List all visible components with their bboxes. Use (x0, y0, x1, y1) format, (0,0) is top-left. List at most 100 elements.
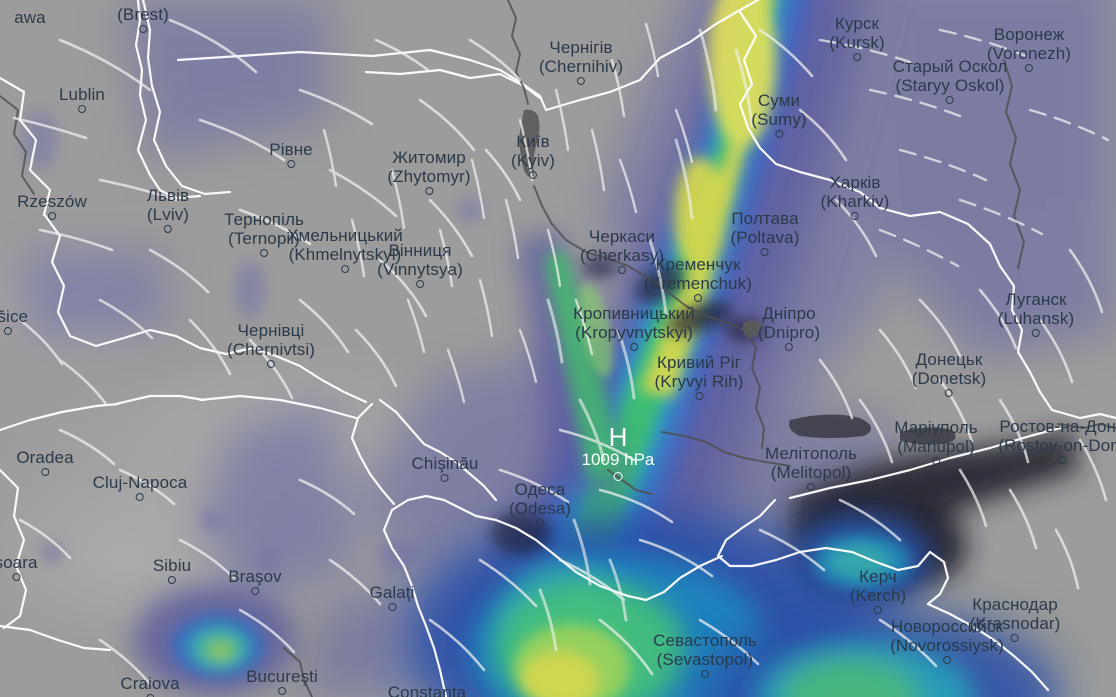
city-name-latin: (Voronezh) (986, 44, 1072, 63)
city-marker-dot-icon (874, 606, 882, 614)
city-marker-dot-icon (807, 483, 815, 491)
city-label[interactable]: Львів (Lviv) (147, 186, 189, 233)
city-label[interactable]: Кривий Ріг (Kryvyi Rih) (654, 353, 743, 400)
city-label[interactable]: Краснодар (Krasnodar) (970, 595, 1061, 642)
city-label[interactable]: Braşov (228, 567, 282, 595)
city-label[interactable]: Мелітополь (Melitopol) (765, 444, 857, 491)
city-marker-dot-icon (47, 212, 56, 220)
city-name-latin: (Chernihiv) (538, 57, 624, 76)
city-label[interactable]: awa (14, 8, 46, 27)
city-label[interactable]: Рівне (269, 140, 313, 168)
city-label[interactable]: Донецьк (Donetsk) (912, 350, 987, 397)
city-label[interactable]: Новороссийск (Novorossiysk) (890, 617, 1004, 664)
city-label[interactable]: Lublin (59, 85, 105, 113)
city-label[interactable]: Chişinău (412, 454, 479, 482)
city-name-latin: (Sumy) (751, 110, 807, 129)
city-marker-dot-icon (943, 656, 951, 664)
city-label[interactable]: Galaţi (369, 583, 414, 611)
city-name-latin: (Kremenchuk) (644, 274, 752, 293)
city-marker-dot-icon (415, 280, 424, 288)
city-label[interactable]: Харків (Kharkiv) (821, 173, 890, 220)
city-name-local: Oradea (16, 448, 74, 467)
city-label[interactable]: Oradea (16, 448, 74, 476)
city-marker-dot-icon (250, 587, 259, 595)
pressure-center-dot-icon (613, 472, 623, 481)
city-label[interactable]: ošice (0, 307, 28, 335)
city-name-local: Чернівці (237, 321, 305, 340)
city-label[interactable]: Суми (Sumy) (751, 91, 807, 138)
city-marker-dot-icon (41, 468, 49, 476)
city-marker-dot-icon (945, 389, 953, 397)
city-label[interactable]: Маріуполь (Mariupol) (894, 418, 978, 465)
city-label[interactable]: Хмельницький (Khmelnytskyi) (287, 226, 403, 273)
city-name-local: Донецьк (915, 350, 983, 369)
city-label[interactable]: Craiova (120, 674, 180, 697)
city-label[interactable]: Кропивницький (Kropyvnytskyi) (573, 304, 695, 351)
city-label[interactable]: Курск (Kursk) (829, 14, 885, 61)
city-name-local: Полтава (731, 209, 799, 228)
city-label[interactable]: Київ (Kyiv) (511, 132, 555, 179)
city-name-local: Хмельницький (287, 226, 403, 245)
city-name-local: Черкаси (588, 227, 656, 246)
city-name-latin: (Khmelnytskyi) (288, 245, 402, 264)
city-name-local: Bucureşti (246, 667, 318, 686)
city-name-local: Чернігів (549, 38, 613, 57)
city-name-latin: (Ternopil) (228, 229, 300, 248)
city-label[interactable]: Чернігів (Chernihiv) (539, 38, 623, 85)
city-name-latin: (Mariupol) (897, 437, 975, 456)
city-label[interactable]: Дніпро (Dnipro) (758, 304, 820, 351)
city-name-local: Chişinău (411, 454, 479, 473)
city-label[interactable]: Житомир (Zhytomyr) (387, 148, 470, 195)
city-name-latin: (Cherkasy) (579, 246, 665, 265)
city-label[interactable]: Луганск (Luhansk) (998, 290, 1075, 337)
city-label[interactable]: Кременчук (Kremenchuk) (644, 255, 752, 302)
city-name-local: şoara (0, 553, 38, 572)
city-label[interactable]: (Brest) (117, 5, 169, 33)
city-label[interactable]: Тернопіль (Ternopil) (224, 210, 304, 257)
city-name-latin: (Zhytomyr) (387, 167, 471, 186)
city-label[interactable]: Одеса (Odesa) (509, 480, 571, 527)
city-marker-dot-icon (774, 130, 783, 138)
city-name-local: Краснодар (972, 595, 1058, 614)
city-name-latin: (Kursk) (829, 33, 885, 52)
city-marker-dot-icon (784, 343, 793, 351)
city-marker-dot-icon (138, 25, 147, 33)
city-name-local: Харків (829, 173, 881, 192)
city-marker-dot-icon (695, 392, 703, 400)
city-name-local: Луганск (1005, 290, 1067, 309)
city-name-latin: (Poltava) (730, 228, 800, 247)
city-name-latin: (Krasnodar) (969, 614, 1061, 633)
city-marker-dot-icon (535, 519, 544, 527)
city-label[interactable]: Воронеж (Voronezh) (987, 25, 1071, 72)
city-marker-dot-icon (1010, 634, 1019, 642)
city-label[interactable]: Ростов-на-Дону (Rostov-on-Don) (998, 417, 1116, 464)
city-marker-dot-icon (387, 603, 396, 611)
city-name-latin: (Sevastopol) (656, 650, 754, 669)
city-marker-dot-icon (424, 187, 433, 195)
pressure-value: 1009 hPa (581, 450, 655, 469)
city-label[interactable]: Старый Оскол (Staryy Oskol) (893, 57, 1008, 104)
city-marker-dot-icon (77, 105, 86, 113)
city-label[interactable]: Constanţa (388, 683, 466, 697)
city-marker-dot-icon (4, 327, 12, 335)
city-label[interactable]: şoara (0, 553, 38, 581)
city-label[interactable]: Черкаси (Cherkasy) (580, 227, 664, 274)
city-label[interactable]: Полтава (Poltava) (731, 209, 800, 256)
city-name-local: awa (14, 8, 46, 27)
city-name-latin: (Melitopol) (770, 463, 852, 482)
city-label[interactable]: Вінниця (Vinnytsya) (377, 241, 463, 288)
city-marker-dot-icon (528, 171, 537, 179)
pressure-marker-high[interactable]: H 1009 hPa (581, 424, 655, 481)
city-name-latin: (Odesa) (508, 499, 572, 518)
city-label[interactable]: Керч (Kerch) (850, 567, 906, 614)
city-label[interactable]: Bucureşti (246, 667, 318, 695)
city-label[interactable]: Cluj-Napoca (93, 473, 188, 501)
city-label[interactable]: Rzeszów (17, 192, 87, 220)
city-label[interactable]: Чернівці (Chernivtsi) (227, 321, 315, 368)
city-label[interactable]: Sibiu (153, 556, 191, 584)
city-label[interactable]: Севастополь (Sevastopol) (653, 631, 757, 678)
